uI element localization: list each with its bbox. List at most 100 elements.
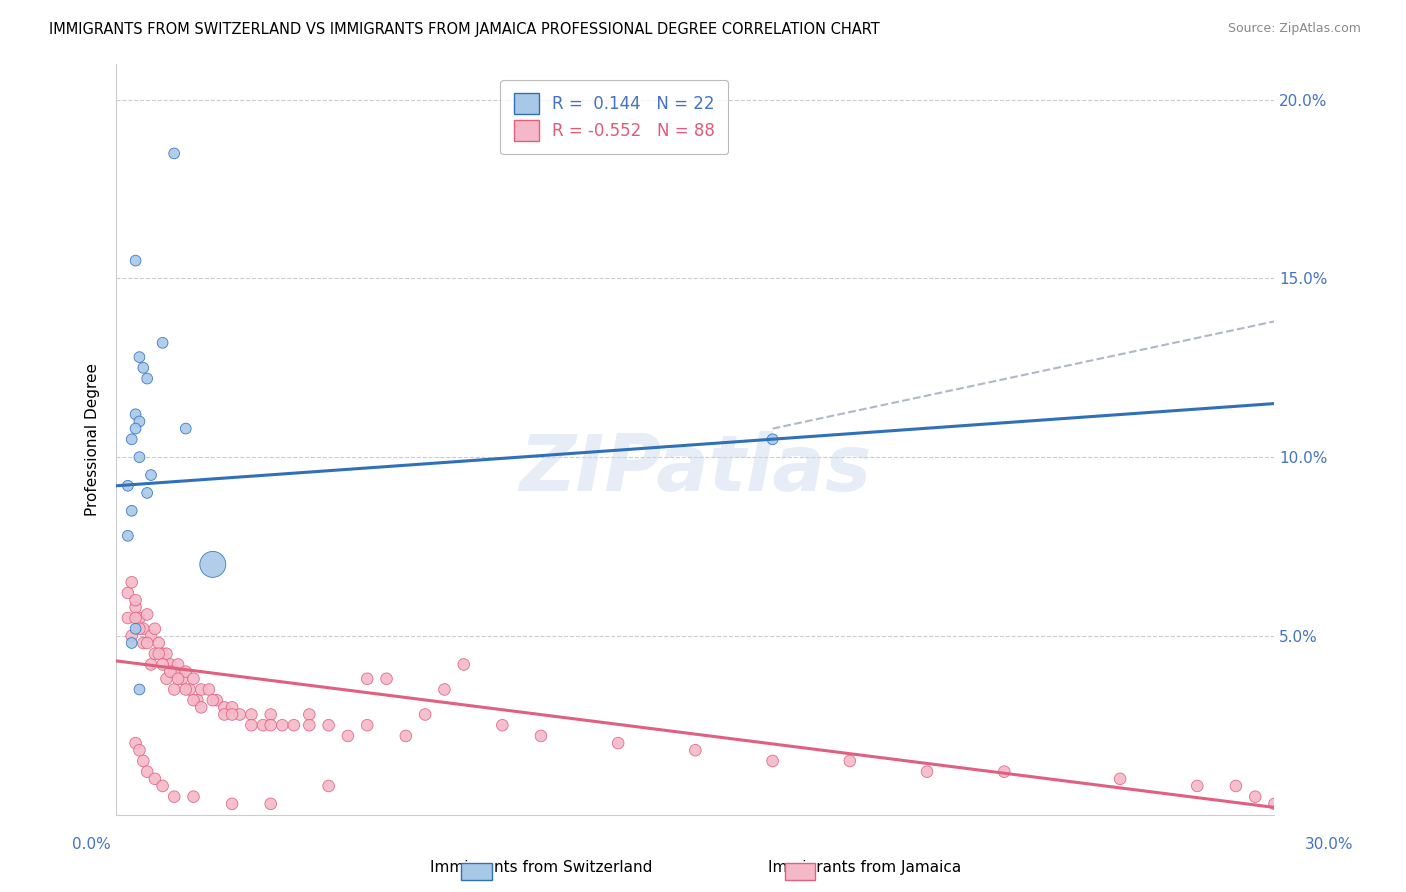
Point (1263, 797, 1285, 811)
Point (1187, 779, 1209, 793)
Text: 0.0%: 0.0% (72, 838, 111, 852)
Point (491, 718, 513, 732)
Point (214, 700, 236, 714)
Text: Immigrants from Jamaica: Immigrants from Jamaica (768, 861, 962, 875)
Point (132, 636, 155, 650)
Point (139, 657, 162, 672)
Point (1109, 772, 1132, 786)
Point (117, 586, 139, 600)
Point (159, 665, 181, 679)
Point (336, 729, 359, 743)
Point (1225, 779, 1247, 793)
Point (174, 682, 197, 697)
Point (159, 657, 181, 672)
Point (221, 700, 243, 714)
Point (148, 636, 170, 650)
Point (993, 764, 1015, 779)
Point (240, 718, 263, 732)
Point (143, 622, 166, 636)
Point (201, 693, 224, 707)
Legend: R =  0.144   N = 22, R = -0.552   N = 88: R = 0.144 N = 22, R = -0.552 N = 88 (501, 80, 728, 154)
Point (260, 718, 283, 732)
Point (685, 743, 707, 757)
Point (167, 672, 190, 686)
Text: ZIPatlas: ZIPatlas (519, 432, 872, 508)
Point (121, 636, 143, 650)
Point (214, 707, 236, 722)
Point (179, 682, 201, 697)
Point (283, 718, 305, 732)
Point (128, 350, 150, 364)
Point (530, 729, 553, 743)
Point (271, 718, 294, 732)
Point (152, 335, 174, 350)
Point (155, 672, 177, 686)
Point (136, 486, 159, 500)
Point (221, 797, 243, 811)
Point (143, 772, 166, 786)
Point (1244, 789, 1267, 804)
Point (152, 779, 174, 793)
Point (121, 629, 143, 643)
Point (375, 672, 398, 686)
Point (356, 672, 378, 686)
Point (229, 707, 252, 722)
Point (190, 700, 212, 714)
Point (124, 253, 146, 268)
Point (221, 707, 243, 722)
Text: 30.0%: 30.0% (1305, 838, 1353, 852)
Point (121, 504, 143, 518)
Point (128, 743, 150, 757)
Point (433, 682, 456, 697)
Point (318, 779, 340, 793)
Point (163, 146, 186, 161)
Point (915, 764, 938, 779)
Point (152, 647, 174, 661)
Point (117, 529, 139, 543)
Text: Source: ZipAtlas.com: Source: ZipAtlas.com (1227, 22, 1361, 36)
Point (356, 718, 378, 732)
Point (148, 647, 170, 661)
Point (201, 558, 224, 572)
Point (318, 718, 340, 732)
Point (183, 693, 205, 707)
Point (240, 707, 263, 722)
Point (117, 611, 139, 625)
Point (163, 789, 186, 804)
Point (183, 672, 205, 686)
Point (143, 647, 166, 661)
Point (128, 682, 150, 697)
Point (167, 657, 190, 672)
Point (183, 789, 205, 804)
Point (762, 433, 785, 447)
Point (163, 665, 186, 679)
Point (128, 611, 150, 625)
Y-axis label: Professional Degree: Professional Degree (86, 363, 100, 516)
Point (128, 622, 150, 636)
Point (132, 622, 155, 636)
Point (838, 754, 860, 768)
Point (205, 693, 228, 707)
Point (163, 682, 186, 697)
Point (132, 754, 155, 768)
Point (136, 607, 159, 622)
Text: Immigrants from Switzerland: Immigrants from Switzerland (430, 861, 652, 875)
Point (136, 764, 159, 779)
Point (152, 657, 174, 672)
Point (124, 622, 146, 636)
Point (607, 736, 630, 750)
Point (124, 421, 146, 435)
Point (260, 707, 283, 722)
Point (124, 600, 146, 615)
Point (139, 629, 162, 643)
Point (136, 636, 159, 650)
Point (198, 682, 221, 697)
Point (186, 693, 208, 707)
Point (453, 657, 475, 672)
Point (298, 718, 321, 732)
Text: IMMIGRANTS FROM SWITZERLAND VS IMMIGRANTS FROM JAMAICA PROFESSIONAL DEGREE CORRE: IMMIGRANTS FROM SWITZERLAND VS IMMIGRANT… (49, 22, 880, 37)
Point (128, 414, 150, 428)
Point (124, 407, 146, 421)
Point (121, 575, 143, 590)
Point (395, 729, 418, 743)
